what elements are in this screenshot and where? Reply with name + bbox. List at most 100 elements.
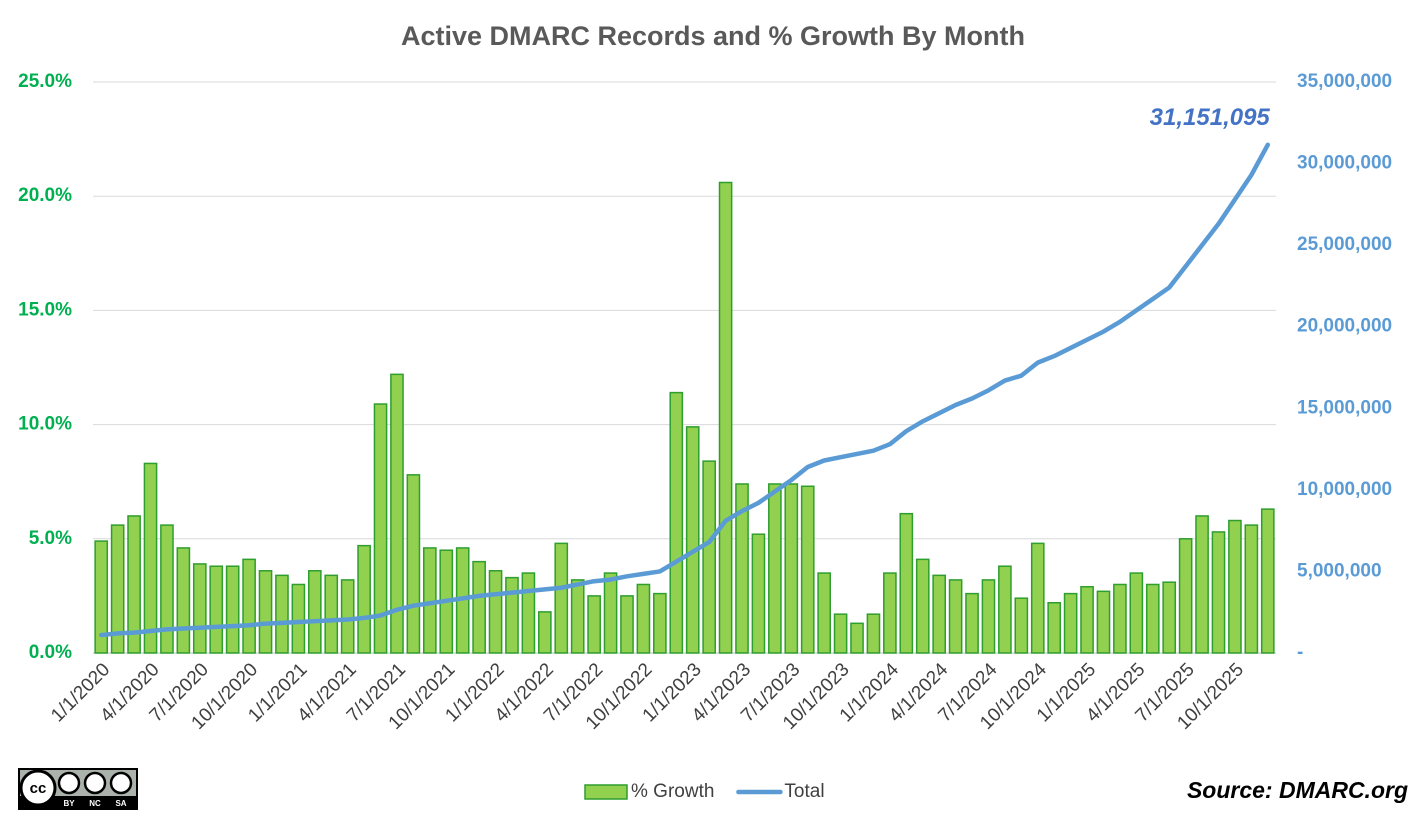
bar	[1063, 592, 1078, 654]
bar	[488, 570, 503, 654]
y-tick-label: 10.0%	[18, 414, 72, 435]
y2-tick-label: -	[1297, 642, 1303, 663]
bar	[685, 426, 700, 654]
bar	[768, 483, 782, 654]
y2-tick-label: 5,000,000	[1297, 560, 1382, 581]
bar	[1014, 597, 1029, 654]
bar	[521, 572, 536, 654]
bar	[587, 595, 601, 654]
bar	[735, 483, 749, 654]
legend-label: Total	[784, 781, 824, 802]
bar	[176, 547, 191, 654]
bar	[1244, 524, 1259, 654]
bar	[143, 462, 158, 654]
cc-circle	[19, 769, 57, 807]
bar	[1228, 519, 1242, 654]
bar	[603, 572, 618, 654]
line	[98, 142, 1271, 638]
bar	[291, 583, 306, 654]
bar	[1195, 515, 1209, 654]
bar	[751, 533, 766, 654]
bar	[1162, 581, 1177, 654]
bar	[932, 574, 947, 654]
bar	[242, 558, 256, 654]
bar	[209, 565, 224, 654]
bar	[1080, 586, 1094, 654]
bar	[340, 579, 355, 654]
bar	[127, 515, 141, 654]
bar	[965, 592, 979, 654]
bar	[192, 563, 207, 654]
bar	[1113, 583, 1127, 654]
y2-tick-label: 30,000,000	[1297, 153, 1392, 174]
chart-title: Active DMARC Records and % Growth By Mon…	[401, 21, 1025, 51]
bar	[390, 373, 404, 654]
y2-tick-label: 10,000,000	[1297, 479, 1392, 500]
bar	[94, 540, 109, 654]
bar	[324, 574, 339, 654]
sa-icon	[109, 771, 133, 795]
bar	[1211, 531, 1226, 654]
y2-tick-label: 15,000,000	[1297, 397, 1392, 418]
bar	[899, 512, 914, 654]
bar	[981, 579, 996, 654]
bar	[800, 485, 815, 654]
bar	[373, 403, 388, 654]
data-label: 31,151,095	[1150, 104, 1271, 131]
bar	[1145, 583, 1160, 654]
bar	[833, 613, 848, 654]
legend-label: % Growth	[631, 781, 714, 802]
bar	[850, 622, 864, 654]
by-icon	[57, 771, 81, 795]
bar	[883, 572, 897, 654]
bar	[998, 565, 1012, 654]
bar	[225, 565, 240, 654]
bar	[948, 579, 963, 654]
bar	[406, 474, 421, 654]
y-tick-label: 5.0%	[29, 528, 72, 549]
bar	[357, 544, 371, 654]
y2-tick-label: 20,000,000	[1297, 316, 1392, 337]
bar	[472, 560, 486, 654]
bar	[636, 583, 651, 654]
y2-tick-label: 25,000,000	[1297, 234, 1392, 255]
legend-swatch	[584, 784, 628, 800]
bar	[784, 483, 799, 654]
nc-icon	[83, 771, 107, 795]
bar	[1129, 572, 1144, 654]
license-term: SA	[115, 799, 126, 808]
bar	[538, 611, 552, 654]
source: Source: DMARC.org	[1187, 777, 1408, 803]
y-tick-label: 0.0%	[29, 642, 72, 663]
y-tick-label: 15.0%	[18, 299, 72, 320]
bar	[1178, 538, 1193, 654]
bar	[866, 613, 881, 654]
y-tick-label: 25.0%	[18, 71, 72, 92]
bar	[718, 181, 733, 654]
bar	[275, 574, 289, 654]
bar	[1030, 542, 1045, 654]
bar	[505, 576, 519, 654]
bar	[620, 595, 634, 654]
bar	[1260, 508, 1275, 654]
y-tick-label: 20.0%	[18, 185, 72, 206]
bar	[307, 570, 322, 654]
bar	[258, 570, 273, 654]
bar	[160, 524, 174, 654]
bar	[817, 572, 831, 654]
license-badge: cc BY NC SA	[18, 768, 138, 810]
bar	[110, 524, 125, 654]
license-term: BY	[63, 799, 75, 808]
bar	[554, 542, 569, 654]
bar	[653, 592, 667, 654]
bar	[669, 391, 684, 654]
license-term: NC	[89, 799, 101, 808]
bar	[702, 460, 716, 654]
bar	[915, 558, 930, 654]
bar	[1096, 590, 1111, 654]
cc-mark: cc	[30, 780, 47, 797]
bar	[570, 579, 585, 654]
